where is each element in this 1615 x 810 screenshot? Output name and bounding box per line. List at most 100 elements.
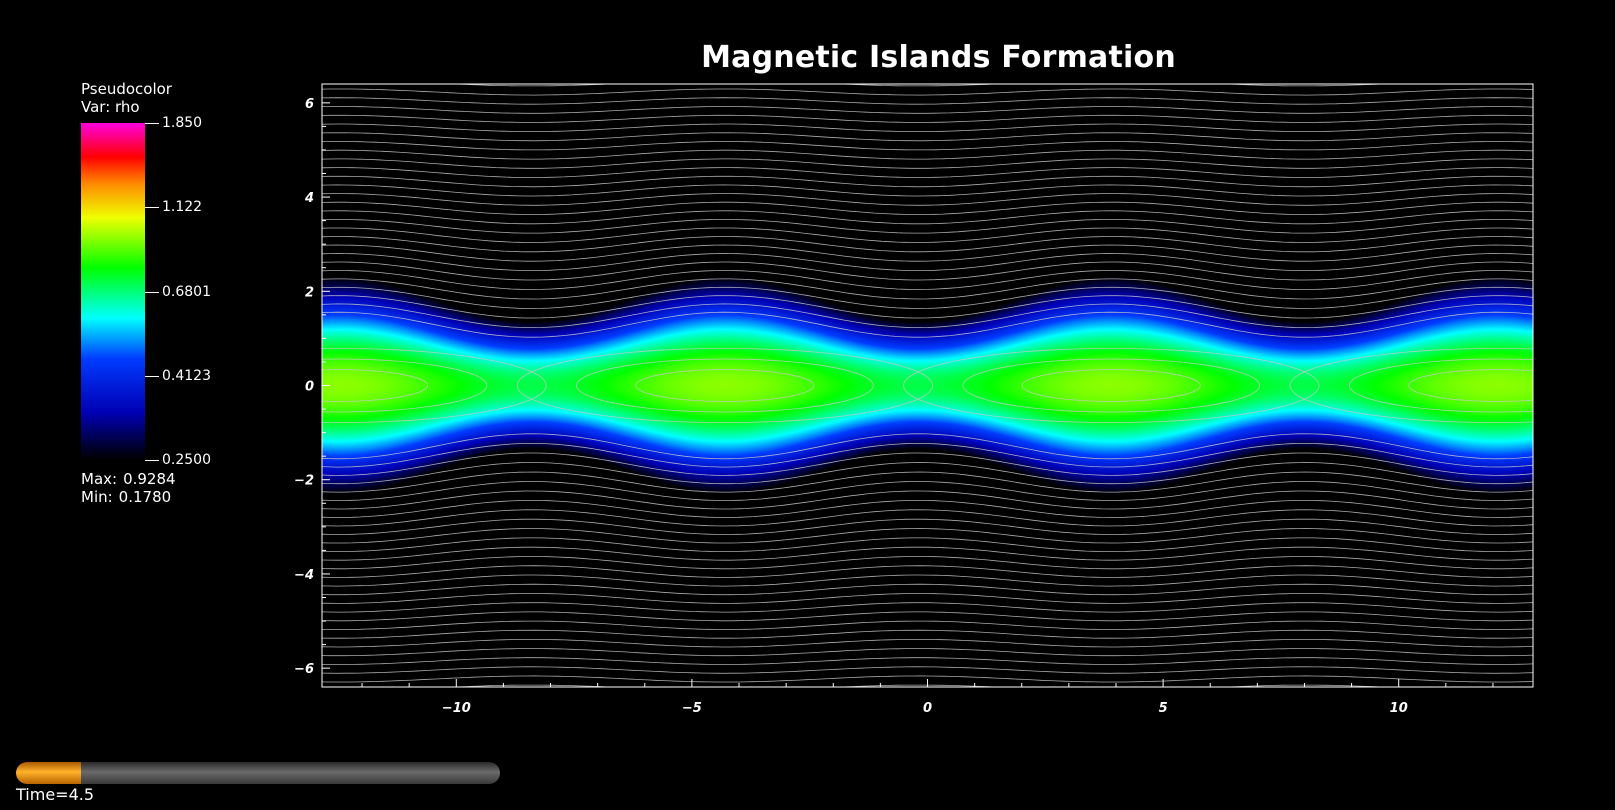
field-line	[322, 528, 1533, 544]
island-contour	[1289, 347, 1533, 424]
island-contour	[962, 358, 1261, 413]
field-line	[322, 556, 1533, 570]
field-line	[322, 311, 1533, 338]
field-line	[322, 54, 1533, 59]
field-line	[322, 602, 1533, 613]
field-line	[322, 227, 1533, 243]
field-line	[322, 565, 1533, 578]
field-line	[322, 694, 1533, 699]
field-line	[322, 537, 1533, 552]
field-line	[322, 303, 1533, 328]
y-tick-label: −2	[294, 474, 314, 489]
time-slider[interactable]	[16, 762, 500, 784]
island-contour	[322, 358, 488, 413]
legend: Pseudocolor Var: rho	[81, 80, 172, 116]
field-line	[322, 433, 1533, 460]
x-tick-label: 5	[1159, 701, 1168, 716]
colorbar-tick: 1.122	[145, 199, 202, 215]
field-line	[322, 452, 1533, 476]
y-tick-label: 0	[305, 380, 314, 395]
field-line	[322, 666, 1533, 674]
time-slider-fill	[16, 762, 82, 784]
field-line	[322, 471, 1533, 493]
field-line	[322, 629, 1533, 639]
field-line	[322, 481, 1533, 501]
field-line	[322, 184, 1533, 197]
y-tick-label: 4	[304, 191, 314, 206]
colorbar-tick: 0.4123	[145, 368, 211, 384]
colorbar-tick: 0.2500	[145, 452, 211, 468]
x-tick-label: 0	[923, 701, 932, 716]
field-line	[322, 443, 1533, 468]
field-line	[322, 244, 1533, 262]
island-contour	[322, 347, 547, 424]
colorbar-tick: 0.6801	[145, 284, 211, 300]
island-contour	[1021, 369, 1201, 402]
field-line	[322, 583, 1533, 596]
island-contour	[1348, 358, 1533, 413]
field-line	[322, 611, 1533, 622]
field-line	[322, 462, 1533, 485]
legend-variable: Var: rho	[81, 98, 140, 116]
field-line	[322, 149, 1533, 160]
colorbar	[81, 123, 145, 460]
field-line	[322, 219, 1533, 234]
field-line	[322, 490, 1533, 510]
field-line	[322, 648, 1533, 657]
min-value: 0.1780	[118, 488, 172, 506]
field-line	[322, 158, 1533, 169]
field-line	[322, 500, 1533, 518]
field-line	[322, 88, 1533, 96]
field-line	[322, 97, 1533, 105]
field-line	[322, 253, 1533, 271]
island-contour	[1408, 369, 1533, 402]
y-tick-label: −4	[294, 568, 314, 583]
max-value: 0.9284	[123, 470, 176, 488]
field-line	[322, 106, 1533, 114]
data-range: Max: 0.9284 Min: 0.1780	[81, 470, 176, 506]
field-line	[322, 193, 1533, 206]
y-tick-label: −6	[294, 662, 314, 677]
min-label: Min:	[81, 488, 113, 506]
field-line	[322, 175, 1533, 188]
field-line	[322, 593, 1533, 604]
field-line	[322, 620, 1533, 630]
y-tick-label: 6	[305, 97, 314, 112]
field-line	[322, 295, 1533, 319]
field-line	[322, 286, 1533, 309]
x-tick-label: 10	[1390, 701, 1408, 716]
time-label: Time=4.5	[16, 785, 95, 804]
island-contour	[635, 369, 815, 402]
island-contour	[903, 347, 1320, 424]
legend-plot-type: Pseudocolor	[81, 80, 172, 98]
y-tick-label: 2	[305, 285, 314, 300]
field-line	[322, 261, 1533, 281]
field-line	[322, 71, 1533, 76]
x-tick-label: −10	[442, 701, 471, 716]
field-line	[322, 123, 1533, 132]
field-line	[322, 45, 1533, 50]
field-line	[322, 201, 1533, 215]
field-line	[322, 546, 1533, 561]
max-label: Max:	[81, 470, 118, 488]
field-line	[322, 509, 1533, 527]
y-axis: 6 4 2 0 −2 −4 −6	[294, 97, 330, 677]
field-line	[322, 114, 1533, 123]
plot-title: Magnetic Islands Formation	[701, 40, 1176, 75]
field-line	[322, 141, 1533, 151]
field-line	[322, 210, 1533, 225]
x-axis: −10 −5 0 5 10	[361, 679, 1494, 716]
colorbar-tick: 1.850	[145, 115, 202, 131]
field-line	[322, 270, 1533, 290]
field-line	[322, 639, 1533, 648]
field-line	[322, 675, 1533, 683]
density-heatmap	[322, 84, 1533, 687]
island-contour	[576, 358, 874, 413]
field-line	[322, 721, 1533, 726]
field-line	[322, 63, 1533, 68]
field-line	[322, 278, 1533, 300]
field-line	[322, 167, 1533, 178]
contour-lines	[322, 45, 1533, 726]
x-tick-label: −5	[682, 701, 702, 716]
